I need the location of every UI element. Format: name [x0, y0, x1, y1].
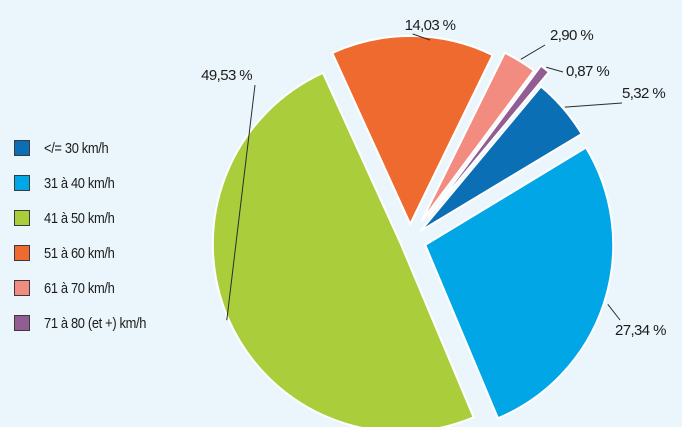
pie-slice — [423, 146, 615, 420]
legend-label: 41 à 50 km/h — [44, 209, 115, 227]
slice-value-label: 5,32 % — [622, 85, 665, 102]
slice-leader-line — [412, 33, 431, 41]
legend-swatch — [14, 140, 30, 156]
slice-leader-line — [564, 102, 623, 108]
slice-leader-line — [520, 44, 546, 60]
legend-item: 41 à 50 km/h — [14, 207, 163, 229]
legend-swatch — [14, 210, 30, 226]
legend-item: </= 30 km/h — [14, 137, 163, 159]
legend-item: 71 à 80 (et +) km/h — [14, 312, 163, 334]
legend-swatch — [14, 175, 30, 191]
pie-slice — [420, 51, 536, 222]
legend-label: 31 à 40 km/h — [44, 174, 115, 192]
legend-item: 61 à 70 km/h — [14, 277, 163, 299]
slice-value-label: 2,90 % — [550, 27, 593, 44]
legend-swatch — [14, 280, 30, 296]
slice-leader-line — [607, 304, 621, 321]
legend-item: 51 à 60 km/h — [14, 242, 163, 264]
pie-slice — [330, 35, 495, 227]
legend-label: </= 30 km/h — [44, 139, 109, 157]
legend-item: 31 à 40 km/h — [14, 172, 163, 194]
legend-label: 61 à 70 km/h — [44, 279, 115, 297]
slice-leader-line — [546, 66, 564, 73]
slice-value-label: 14,03 % — [405, 17, 456, 34]
legend-swatch — [14, 315, 30, 331]
legend-label: 71 à 80 (et +) km/h — [44, 314, 147, 332]
slice-value-label: 27,34 % — [615, 322, 666, 339]
chart-legend: </= 30 km/h 31 à 40 km/h 41 à 50 km/h 51… — [14, 137, 163, 334]
pie-slice — [211, 71, 476, 427]
pie-slice — [419, 85, 584, 232]
slice-value-label: 0,87 % — [566, 63, 609, 80]
legend-label: 51 à 60 km/h — [44, 244, 115, 262]
slice-leader-line — [226, 84, 256, 321]
legend-swatch — [14, 245, 30, 261]
pie-slice — [427, 64, 551, 218]
slice-value-label: 49,53 % — [201, 67, 252, 84]
